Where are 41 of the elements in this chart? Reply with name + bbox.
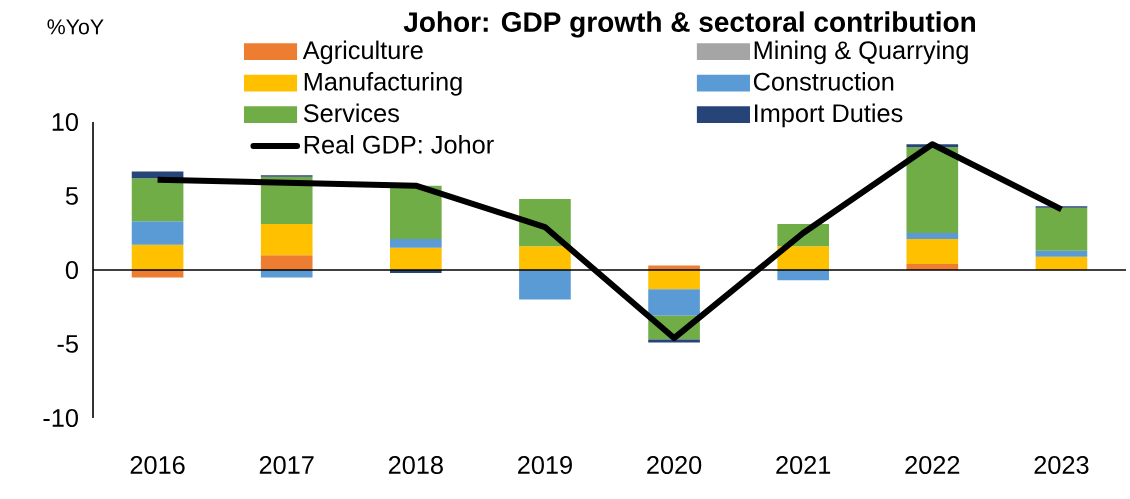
bar — [777, 246, 830, 270]
y-tick-label: -5 — [57, 335, 78, 353]
x-tick-label: 2019 — [518, 456, 572, 474]
x-tick-label: 2017 — [259, 456, 314, 474]
x-tick-label: 2021 — [776, 456, 831, 474]
bar — [390, 247, 442, 270]
x-tick-label: 2023 — [1034, 456, 1089, 474]
bar — [1035, 207, 1088, 251]
bar — [131, 178, 184, 222]
x-tick-label: 2018 — [388, 456, 443, 474]
legend-label: Services — [303, 103, 399, 123]
bar — [390, 185, 442, 239]
bar — [131, 221, 184, 245]
bar — [648, 269, 700, 290]
bar — [648, 289, 700, 316]
legend-label: Manufacturing — [304, 72, 462, 96]
legend-label: Agriculture — [302, 40, 423, 65]
y-axis-title: %YoY — [47, 19, 104, 35]
legend-label: Import Duties — [755, 103, 903, 128]
legend-label: Mining & Quarrying — [754, 40, 968, 65]
y-tick-label: -10 — [43, 409, 78, 427]
y-tick-label: 5 — [65, 187, 78, 205]
chart-title: Johor: GDP growth & sectoral contribution — [403, 11, 976, 38]
bar — [131, 244, 184, 270]
x-tick-label: 2016 — [130, 456, 185, 474]
bar — [906, 232, 959, 239]
x-tick-label: 2022 — [905, 456, 960, 474]
bar — [1035, 250, 1088, 257]
bar — [390, 238, 442, 248]
y-tick-label: 0 — [65, 261, 78, 279]
bar — [648, 339, 700, 343]
bar — [906, 147, 959, 233]
x-tick-label: 2020 — [647, 456, 702, 474]
bar — [260, 224, 313, 256]
bar — [906, 238, 959, 265]
bar — [519, 269, 571, 300]
legend-label: Real GDP: Johor — [304, 135, 494, 154]
bar — [519, 246, 571, 270]
legend-label: Construction — [753, 72, 894, 91]
bar — [260, 255, 313, 270]
y-tick-label: 10 — [52, 113, 78, 131]
